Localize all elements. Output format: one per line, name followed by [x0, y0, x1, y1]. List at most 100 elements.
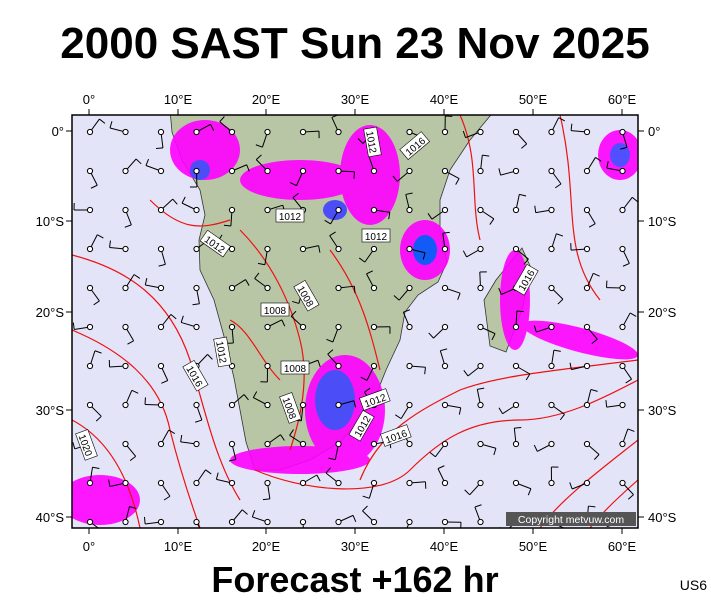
barb-station [619, 245, 626, 253]
barb-station [619, 323, 626, 331]
barb-flag [364, 387, 371, 393]
barb-station [512, 206, 520, 214]
barb-flag [437, 465, 445, 470]
contour-label-box [361, 228, 391, 243]
barb-flag [569, 362, 572, 370]
barb-station [335, 518, 342, 526]
barb-station [228, 206, 236, 214]
barb-flag [133, 274, 141, 279]
barb-flag [519, 193, 527, 197]
barb-station [583, 167, 591, 175]
contour-label: 1008 [260, 302, 290, 317]
barb-flag [442, 231, 450, 234]
lon-label-top: 0° [83, 92, 95, 107]
barb-station [264, 284, 271, 292]
barb-station [228, 440, 236, 448]
barb-flag [563, 529, 566, 535]
barb-flag [395, 414, 402, 420]
barb-flag [95, 415, 102, 422]
barb-station [583, 479, 591, 487]
barb-flag [491, 333, 496, 341]
barb-flag [533, 444, 538, 452]
barb-flag [463, 370, 469, 377]
barb-flag [245, 279, 250, 286]
barb-flag [358, 257, 366, 263]
barb-station [157, 518, 165, 526]
barb-flag [329, 231, 336, 237]
lat-label-left: 0° [52, 124, 64, 139]
contour-label-text: 1012 [279, 212, 302, 223]
barb-flag [143, 516, 146, 524]
contour-label-text: 1008 [264, 306, 287, 317]
barb-flag [92, 466, 100, 469]
barb-station [193, 284, 200, 292]
barb-station [583, 128, 591, 136]
barb-flag [514, 427, 522, 429]
barb-flag [523, 258, 529, 265]
barb-station [512, 362, 520, 370]
barb-station [299, 440, 307, 448]
barb-flag [290, 310, 297, 317]
barb-flag [357, 138, 364, 144]
barb-station [441, 362, 449, 370]
barb-station [193, 323, 200, 331]
barb-flag [366, 270, 373, 275]
barb-flag [192, 303, 200, 306]
barb-station [157, 167, 165, 175]
barb-station [583, 323, 591, 331]
lat-label-left: 20°S [36, 305, 65, 320]
copyright: Copyright metvuw.com [518, 514, 624, 526]
barb-flag [318, 245, 321, 253]
barb-station [619, 440, 626, 448]
barb-flag [93, 300, 100, 306]
contour-label-box [359, 388, 391, 411]
barb-flag [124, 224, 132, 228]
barb-station [299, 518, 307, 526]
lon-label-top: 20°E [252, 92, 281, 107]
barb-station [512, 440, 520, 448]
barb-flag [257, 262, 265, 266]
barb-flag [262, 498, 270, 501]
barb-flag [289, 182, 297, 187]
barb-flag [163, 495, 171, 501]
barb-flag [292, 300, 300, 304]
barb-station [477, 206, 484, 214]
barb-flag [620, 146, 628, 150]
contour-label: 1008 [279, 392, 302, 424]
barb-flag [131, 389, 139, 394]
barb-station [477, 401, 484, 409]
lon-label-bottom: 30°E [341, 539, 370, 554]
barb-station [86, 479, 94, 487]
barb-station [370, 167, 378, 175]
lat-label-right: 0° [648, 124, 660, 139]
barb-station [193, 440, 200, 448]
lon-label-bottom: 0° [83, 539, 95, 554]
barb-flag [109, 240, 111, 248]
barb-station [86, 206, 94, 214]
barb-flag [327, 349, 334, 355]
contour-label-box [399, 131, 431, 161]
lat-label-left: 10°S [36, 214, 65, 229]
barb-flag [458, 407, 462, 415]
barb-station [370, 440, 378, 448]
barb-station [264, 323, 271, 331]
barb-station [157, 206, 165, 214]
barb-station [406, 167, 413, 175]
barb-station [299, 167, 307, 175]
barb-station [264, 167, 271, 175]
lon-label-top: 30°E [341, 92, 370, 107]
contour-label-box [380, 424, 412, 447]
barb-station [512, 401, 520, 409]
barb-station [335, 128, 342, 136]
barb-flag [606, 161, 609, 169]
barb-station [335, 245, 342, 253]
barb-station [441, 245, 449, 253]
barb-station [122, 479, 129, 487]
barb-station [441, 401, 449, 409]
barb-station [299, 323, 307, 331]
barb-flag [455, 178, 460, 185]
barb-flag [427, 213, 433, 220]
barb-flag [353, 286, 356, 294]
barb-flag [324, 219, 331, 225]
barb-flag [254, 272, 260, 279]
